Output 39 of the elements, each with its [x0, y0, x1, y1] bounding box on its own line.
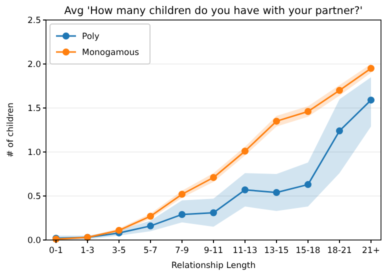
x-tick-label: 15-18 — [296, 246, 320, 256]
point — [368, 64, 374, 72]
point — [147, 212, 154, 220]
x-tick-label: 0-1 — [49, 246, 63, 256]
x-tick-label: 5-7 — [144, 246, 158, 256]
y-tick-label: 0.5 — [27, 192, 41, 202]
point — [304, 108, 312, 116]
x-tick-label: 9-11 — [204, 246, 224, 256]
point — [336, 127, 343, 134]
point — [242, 186, 248, 194]
point — [336, 86, 343, 94]
x-tick-label: 7-9 — [175, 246, 189, 256]
x-tick-label: 3-5 — [112, 246, 126, 256]
x-axis-title: Relationship Length — [171, 261, 256, 271]
x-tick-label: 13-15 — [264, 246, 289, 256]
y-tick-label: 0.0 — [27, 236, 41, 246]
point — [242, 148, 248, 155]
legend-label: Monogamous — [82, 48, 140, 58]
point — [178, 210, 186, 218]
x-tick-label: 18-21 — [327, 246, 352, 256]
y-tick-label: 1.0 — [27, 148, 41, 158]
point — [273, 188, 280, 196]
legend-label: Poly — [82, 32, 100, 42]
y-tick-label: 2.0 — [27, 60, 41, 70]
point — [147, 222, 154, 230]
point — [178, 190, 186, 198]
x-tick-label: 21+ — [362, 246, 380, 256]
point — [210, 209, 217, 216]
y-tick-label: 1.5 — [27, 104, 41, 114]
point — [116, 226, 122, 234]
chart-title: Avg 'How many children do you have with your partner?' — [64, 5, 363, 17]
point — [304, 181, 312, 188]
y-tick-label: 2.5 — [27, 16, 41, 26]
point — [273, 118, 280, 125]
x-tick-label: 11-13 — [232, 246, 258, 256]
point — [368, 96, 374, 104]
point — [210, 174, 217, 182]
x-tick-label: 1-3 — [80, 246, 94, 256]
y-axis-title: # of children — [6, 102, 16, 158]
